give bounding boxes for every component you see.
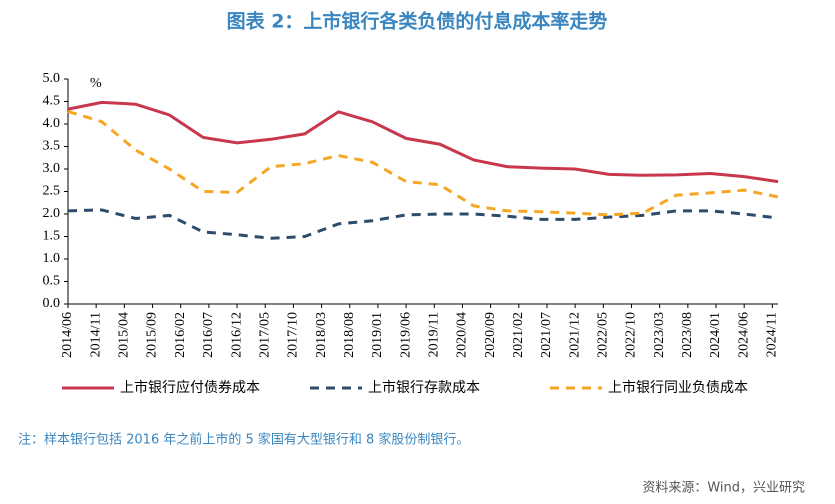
y-tick-label: 3.0	[43, 161, 61, 176]
x-tick-label: 2021/07	[539, 312, 554, 358]
x-tick-label: 2020/09	[483, 312, 498, 358]
x-tick-label: 2015/04	[117, 312, 132, 358]
y-tick-label: 3.5	[43, 139, 61, 154]
x-tick-label: 2023/03	[652, 312, 667, 358]
x-tick-label: 2019/01	[370, 312, 385, 358]
legend-label: 上市银行同业负债成本	[608, 379, 748, 396]
x-tick-label: 2022/10	[624, 312, 639, 358]
x-tick-label: 2022/05	[596, 312, 611, 358]
y-tick-label: 1.0	[43, 251, 61, 266]
x-tick-label: 2023/08	[680, 312, 695, 358]
x-tick-label: 2018/03	[314, 312, 329, 358]
y-tick-label: 4.5	[43, 94, 61, 109]
x-tick-label: 2024/06	[736, 312, 751, 358]
y-tick-label: 0.5	[43, 274, 61, 289]
chart-title: 图表 2：上市银行各类负债的付息成本率走势	[227, 10, 608, 33]
x-tick-label: 2016/07	[201, 312, 216, 358]
unit-label: %	[90, 76, 102, 91]
series-line	[67, 100, 779, 184]
y-tick-label: 0.0	[43, 296, 61, 311]
note: 注：样本银行包括 2016 年之前上市的 5 家国有大型银行和 8 家股份制银行…	[18, 432, 469, 448]
x-tick-label: 2021/12	[567, 312, 582, 358]
x-tick-label: 2014/06	[60, 312, 75, 358]
series-line	[67, 208, 779, 240]
legend-label: 上市银行应付债券成本	[120, 379, 260, 396]
x-tick-label: 2017/10	[286, 312, 301, 358]
y-tick-label: 4.0	[43, 116, 61, 131]
x-tick-label: 2021/02	[511, 312, 526, 358]
x-tick-label: 2019/11	[426, 312, 441, 357]
y-tick-label: 2.5	[43, 184, 61, 199]
series-line	[67, 109, 779, 217]
x-tick-label: 2024/11	[765, 312, 780, 357]
y-tick-label: 1.5	[43, 229, 61, 244]
x-tick-label: 2014/11	[88, 312, 103, 357]
x-tick-label: 2015/09	[145, 312, 160, 358]
source: 资料来源：Wind，兴业研究	[642, 481, 805, 496]
x-tick-label: 2016/12	[229, 312, 244, 358]
y-tick-label: 5.0	[43, 71, 61, 86]
x-tick-label: 2024/01	[708, 312, 723, 358]
x-tick-label: 2018/08	[342, 312, 357, 358]
x-tick-label: 2016/02	[173, 312, 188, 358]
y-tick-label: 2.0	[43, 206, 61, 221]
x-tick-label: 2017/05	[257, 312, 272, 358]
x-tick-label: 2020/04	[455, 312, 470, 358]
x-tick-label: 2019/06	[398, 312, 413, 358]
legend-label: 上市银行存款成本	[368, 379, 480, 396]
